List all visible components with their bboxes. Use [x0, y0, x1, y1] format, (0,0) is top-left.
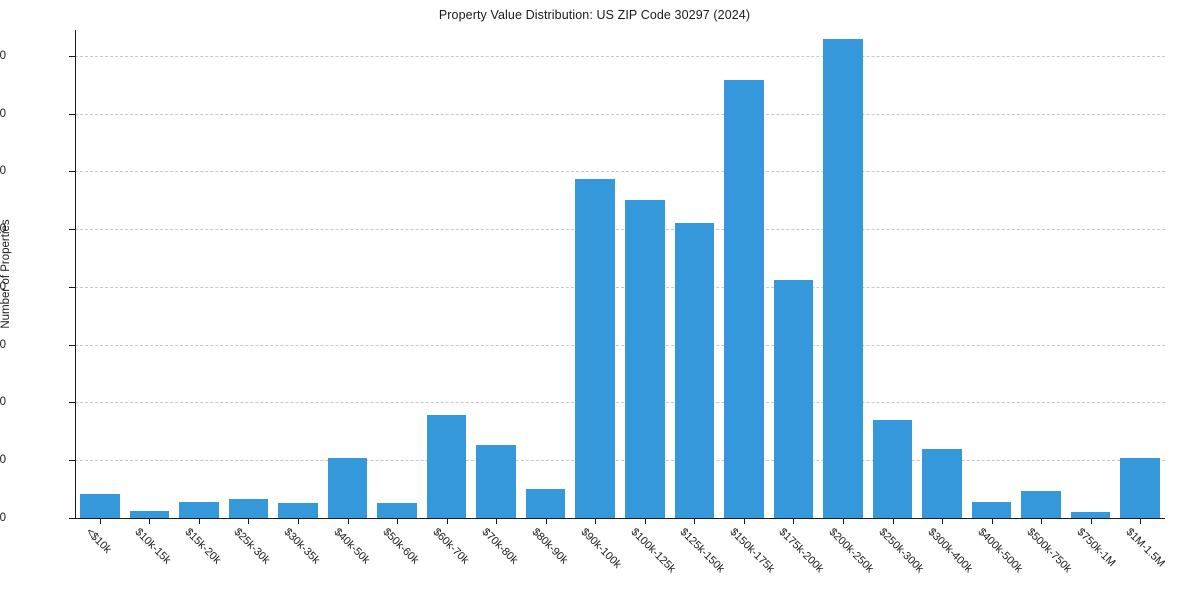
bar	[377, 502, 417, 518]
gridline	[75, 286, 1165, 288]
y-tick-mark	[69, 460, 75, 462]
bar	[872, 419, 913, 518]
x-tick-mark	[694, 518, 696, 524]
bar	[624, 199, 665, 518]
bar	[1120, 458, 1161, 518]
y-axis-spine	[75, 30, 76, 518]
x-tick-mark	[347, 518, 349, 524]
x-tick-mark	[297, 518, 299, 524]
x-tick-mark	[1090, 518, 1092, 524]
x-tick-label: $400k-500k	[975, 526, 1025, 576]
x-tick-mark	[198, 518, 200, 524]
x-tick-label: $50k-60k	[380, 526, 422, 567]
gridline	[75, 171, 1165, 173]
x-tick-mark	[149, 518, 151, 524]
x-tick-mark	[793, 518, 795, 524]
y-tick-mark	[69, 229, 75, 231]
bar	[1021, 490, 1061, 518]
x-tick-mark	[446, 518, 448, 524]
gridline	[75, 229, 1165, 231]
x-tick-label: $500k-750k	[1024, 526, 1074, 576]
plot-area	[75, 30, 1165, 518]
x-tick-mark	[1140, 518, 1142, 524]
bar	[773, 279, 814, 518]
y-tick-mark	[69, 113, 75, 115]
x-tick-label: $750k-1M	[1074, 526, 1118, 570]
x-tick-label: $10k-15k	[132, 526, 174, 567]
bar	[922, 449, 962, 518]
x-tick-label: <$10k	[83, 526, 114, 556]
gridline	[75, 402, 1165, 404]
y-tick-mark	[69, 344, 75, 346]
bar	[476, 445, 516, 518]
y-tick-label: 80	[0, 454, 6, 467]
bar	[278, 502, 318, 518]
y-tick-mark	[69, 402, 75, 404]
bar	[674, 222, 715, 518]
bar	[1070, 512, 1111, 518]
y-tick-mark	[69, 55, 75, 57]
x-tick-mark	[397, 518, 399, 524]
gridline	[75, 55, 1165, 57]
bar	[228, 498, 269, 518]
gridline	[75, 113, 1165, 115]
x-tick-mark	[942, 518, 944, 524]
bar	[79, 494, 120, 518]
x-tick-mark	[248, 518, 250, 524]
x-tick-label: $70k-80k	[479, 526, 521, 567]
bar	[426, 414, 467, 518]
x-tick-mark	[892, 518, 894, 524]
y-tick-label: 240	[0, 338, 6, 351]
bar	[823, 38, 863, 518]
x-tick-label: $300k-400k	[925, 526, 975, 576]
y-tick-label: 640	[0, 49, 6, 62]
x-tick-label: $30k-35k	[281, 526, 322, 567]
bar	[525, 489, 566, 518]
chart-title: Property Value Distribution: US ZIP Code…	[438, 8, 751, 22]
x-tick-label: $25k-30k	[231, 526, 273, 567]
x-tick-label: $200k-250k	[826, 526, 876, 576]
bar	[129, 510, 170, 518]
x-tick-label: $90k-100k	[578, 526, 624, 571]
x-tick-label: $100k-125k	[628, 526, 678, 576]
bar	[327, 458, 368, 518]
y-axis-label: Number of Properties	[0, 219, 12, 329]
x-tick-mark	[1041, 518, 1043, 524]
y-tick-label: 320	[0, 280, 6, 293]
x-tick-label: $40k-50k	[331, 526, 372, 567]
y-tick-label: 160	[0, 396, 6, 409]
plot-background	[75, 30, 1165, 518]
x-tick-label: $175k-200k	[776, 526, 827, 576]
gridline	[75, 460, 1165, 462]
x-tick-label: $250k-300k	[876, 526, 926, 576]
x-axis-spine	[75, 518, 1165, 519]
bar	[724, 79, 764, 518]
x-tick-mark	[595, 518, 597, 524]
y-tick-label: 480	[0, 165, 6, 178]
bar	[575, 179, 616, 518]
y-tick-label: 0	[0, 512, 6, 524]
x-tick-mark	[842, 518, 844, 524]
x-tick-label: $150k-175k	[727, 526, 777, 576]
x-tick-mark	[644, 518, 646, 524]
y-tick-label: 560	[0, 107, 6, 120]
bar	[971, 502, 1012, 518]
x-tick-label: $125k-150k	[677, 526, 727, 576]
y-tick-mark	[69, 518, 75, 519]
y-tick-mark	[69, 286, 75, 288]
y-tick-mark	[69, 171, 75, 173]
x-tick-mark	[991, 518, 993, 524]
gridline	[75, 344, 1165, 346]
x-tick-mark	[99, 518, 101, 524]
x-tick-mark	[545, 518, 547, 524]
bar	[179, 502, 219, 518]
x-tick-label: $80k-90k	[529, 526, 570, 567]
y-tick-label: 400	[0, 223, 6, 236]
x-tick-label: $15k-20k	[182, 526, 223, 567]
x-tick-mark	[743, 518, 745, 524]
x-tick-mark	[496, 518, 498, 524]
x-tick-label: $60k-70k	[430, 526, 471, 567]
x-tick-label: $1M-1.5M	[1123, 526, 1168, 570]
